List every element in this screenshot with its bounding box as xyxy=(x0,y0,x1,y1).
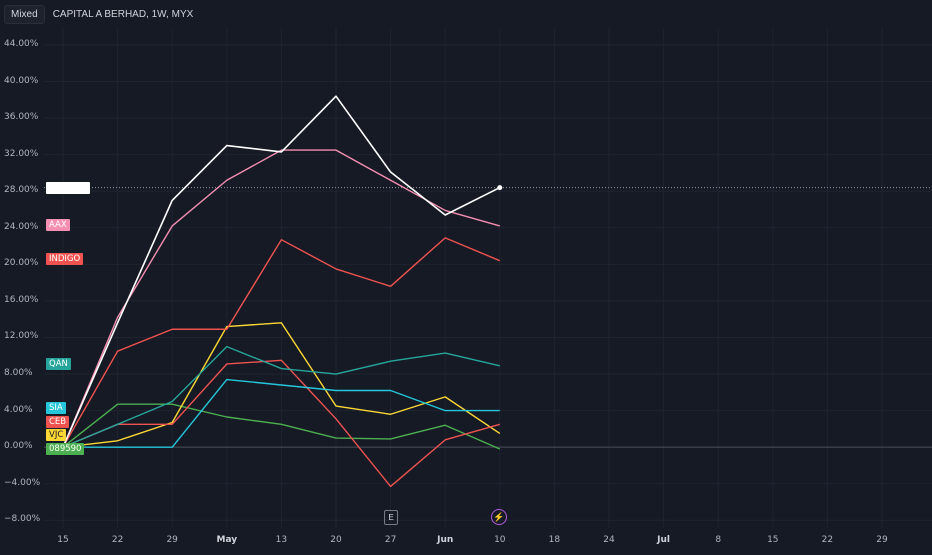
series-line-VJC xyxy=(62,322,501,448)
y-tick-label: 4.00% xyxy=(4,404,33,415)
x-tick-label: 10 xyxy=(494,535,506,545)
series-tag-089590[interactable]: 089590 xyxy=(46,443,85,455)
y-tick-label: 0.00% xyxy=(4,441,33,452)
y-tick-label: 24.00% xyxy=(4,221,39,232)
chart-toolbar: Mixed CAPITAL A BERHAD, 1W, MYX xyxy=(0,0,932,28)
x-tick-label: 29 xyxy=(166,535,178,545)
y-tick-label: 36.00% xyxy=(4,112,39,123)
x-tick-label: 22 xyxy=(111,535,124,545)
x-tick-label: 18 xyxy=(548,535,561,545)
series-tag-INDIGO[interactable]: INDIGO xyxy=(46,253,84,265)
main-series-tag xyxy=(46,181,90,194)
y-tick-label: 12.00% xyxy=(4,331,39,342)
y-tick-label: 28.00% xyxy=(4,185,39,196)
x-tick-label: 15 xyxy=(767,535,779,545)
y-tick-label: 44.00% xyxy=(4,39,39,49)
x-tick-label: 13 xyxy=(275,535,288,545)
main-series-last-point xyxy=(497,185,503,191)
series-line-089590 xyxy=(62,403,501,450)
x-tick-label: 27 xyxy=(384,535,397,545)
x-tick-label: 22 xyxy=(821,535,834,545)
series-line-CEB xyxy=(62,359,500,488)
x-tick-label: 8 xyxy=(715,535,722,545)
series-tag-SIA[interactable]: SIA xyxy=(46,402,66,414)
x-tick-label: May xyxy=(216,535,238,545)
x-tick-label: 24 xyxy=(603,535,615,545)
y-tick-label: 32.00% xyxy=(4,148,39,159)
y-tick-label: −8.00% xyxy=(4,514,41,525)
x-tick-label: 20 xyxy=(330,535,342,545)
x-tick-label: 29 xyxy=(876,535,888,545)
y-tick-label: 20.00% xyxy=(4,258,39,269)
series-line-QAN xyxy=(62,345,500,448)
scale-mode-button[interactable]: Mixed xyxy=(4,4,45,24)
series-tag-VJC[interactable]: VJC xyxy=(46,429,67,441)
series-tag-QAN[interactable]: QAN xyxy=(46,358,71,370)
earnings-event-marker[interactable]: E xyxy=(384,510,398,525)
x-tick-label: 15 xyxy=(57,535,69,545)
series-tag-AAX[interactable]: AAX xyxy=(46,219,70,231)
series-line-main xyxy=(62,95,501,448)
series-line-SIA xyxy=(63,378,500,448)
y-tick-label: −4.00% xyxy=(4,477,41,488)
y-tick-label: 16.00% xyxy=(4,294,39,305)
x-tick-label: Jun xyxy=(437,535,454,545)
x-tick-label: Jul xyxy=(657,535,671,545)
series-line-INDIGO xyxy=(62,237,501,448)
y-tick-label: 40.00% xyxy=(4,75,39,86)
series-tag-CEB[interactable]: CEB xyxy=(46,416,70,428)
symbol-title: CAPITAL A BERHAD, 1W, MYX xyxy=(52,8,194,20)
y-tick-label: 8.00% xyxy=(4,368,33,379)
lightning-icon[interactable]: ⚡ xyxy=(491,509,507,525)
